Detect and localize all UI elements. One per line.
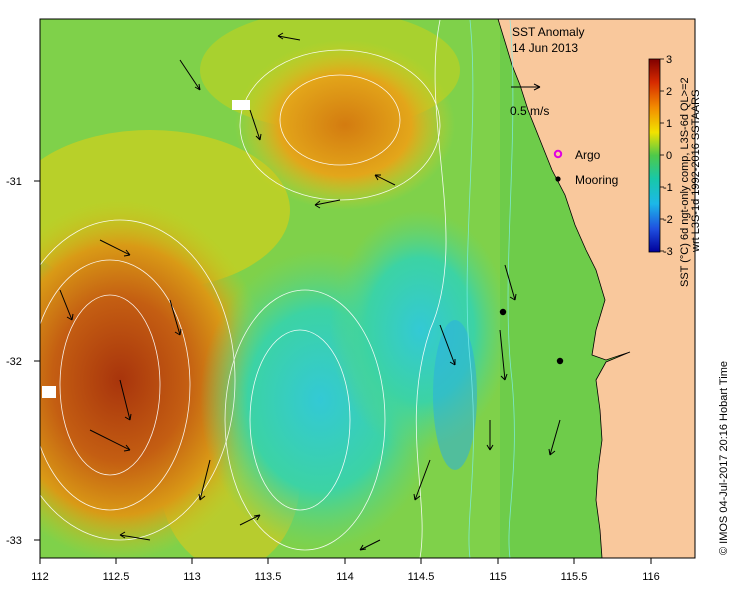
colorbar-tick: 0 <box>666 150 672 162</box>
scale-label: 0.5 m/s <box>510 104 549 118</box>
y-tick-label: -33 <box>6 535 22 547</box>
legend-mooring-label: Mooring <box>575 173 618 187</box>
plot-border <box>39 18 696 559</box>
map-title: SST Anomaly <box>512 25 584 39</box>
x-tick-label: 112.5 <box>103 571 130 583</box>
x-tick-label: 115 <box>489 571 507 583</box>
colorbar-tick: -2 <box>663 214 673 226</box>
colorbar-label-1: SST (°C) 6d ngt-only comp, L3S-6d QL>=2 <box>679 77 691 287</box>
colorbar-tick: 3 <box>666 54 672 66</box>
land-mass <box>497 19 695 558</box>
mooring-point <box>499 308 507 316</box>
x-tick-label: 113.5 <box>255 571 282 583</box>
mooring-point <box>556 357 564 365</box>
colorbar-tick-marks <box>660 58 664 252</box>
x-tick-label: 114.5 <box>408 571 435 583</box>
scale-arrow-icon <box>511 83 541 91</box>
sst-field <box>40 19 695 558</box>
argo-marker-icon <box>553 149 563 159</box>
colorbar-tick: 1 <box>666 118 672 130</box>
x-tick-label: 114 <box>336 571 354 583</box>
colorbar-tick: -1 <box>663 182 673 194</box>
legend-argo-label: Argo <box>575 148 601 162</box>
colorbar-label-2: wrt L3S-1d 1992-2016 SSTAARS <box>690 90 702 253</box>
colorbar-tick: -3 <box>663 246 673 258</box>
colorbar-gradient <box>648 58 661 253</box>
imos-credit: © IMOS 04-Jul-2017 20:16 Hobart Time <box>718 361 730 555</box>
y-tick-label: -31 <box>6 176 22 188</box>
colorbar-tick: 2 <box>666 86 672 98</box>
map-legend: Argo Mooring <box>553 148 618 187</box>
x-tick-label: 112 <box>31 571 49 583</box>
y-tick-label: -32 <box>6 356 22 368</box>
y-axis: -31 -32 -33 <box>6 176 40 547</box>
map-date: 14 Jun 2013 <box>512 41 578 55</box>
x-tick-label: 116 <box>642 571 660 583</box>
x-tick-label: 115.5 <box>561 571 588 583</box>
velocity-scale: 0.5 m/s <box>510 83 549 118</box>
mooring-marker-icon <box>555 176 561 182</box>
x-axis: 112 112.5 113 113.5 114 114.5 115 115.5 … <box>31 558 660 583</box>
colorbar: 3 2 1 0 -1 -2 -3 SST (°C) 6d ngt-only co… <box>648 54 702 287</box>
x-tick-label: 113 <box>183 571 201 583</box>
